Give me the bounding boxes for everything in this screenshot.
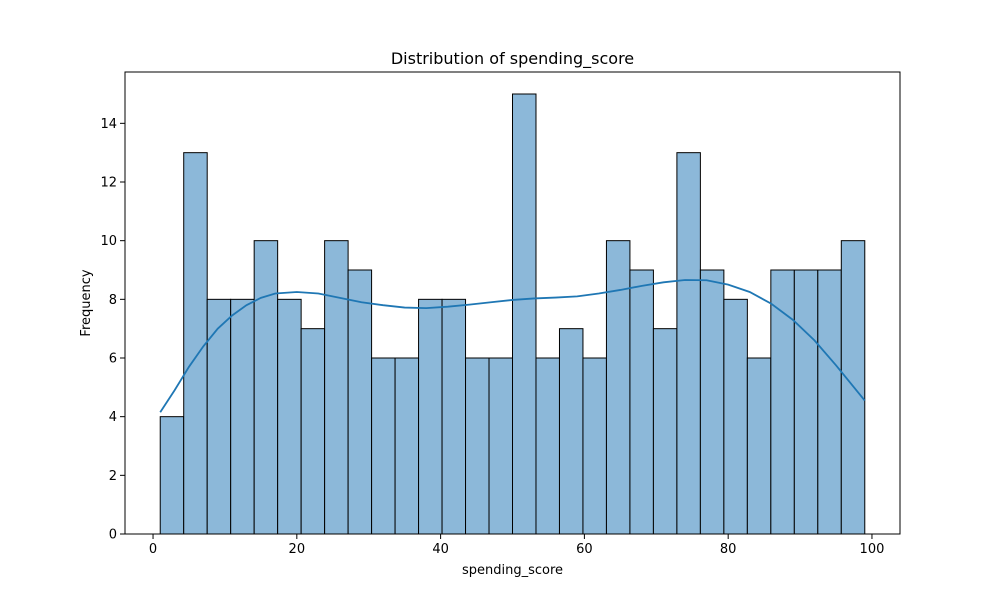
histogram-bar — [206, 298, 232, 535]
histogram-bar — [183, 152, 208, 535]
y-tick-label: 10 — [100, 234, 117, 249]
x-tick-label: 100 — [860, 542, 885, 557]
histogram-bar — [770, 269, 795, 535]
histogram-bars — [159, 93, 866, 535]
histogram-bar — [629, 269, 654, 535]
histogram-bar — [324, 240, 349, 535]
histogram-bar — [723, 298, 748, 535]
histogram-bar — [465, 357, 490, 535]
histogram-bar — [371, 357, 396, 535]
histogram-bar — [441, 298, 467, 535]
histogram-bar — [512, 93, 537, 535]
y-tick-label: 12 — [100, 176, 117, 191]
y-axis-ticks: 0 2 4 6 8 10 12 14 — [100, 117, 125, 543]
histogram-bar — [699, 269, 725, 535]
histogram-bar — [652, 328, 678, 535]
x-axis-label: spending_score — [462, 563, 563, 578]
histogram-bar — [300, 328, 326, 535]
histogram-bar — [253, 240, 279, 535]
histogram-bar — [817, 269, 842, 535]
histogram-bar — [277, 298, 302, 535]
plot-area-frame — [124, 71, 901, 535]
histogram-bar — [394, 357, 420, 535]
histogram-bar — [159, 416, 185, 535]
histogram-bar — [488, 357, 514, 535]
histogram-bar — [418, 298, 443, 535]
histogram-bar — [676, 152, 701, 535]
y-tick-label: 14 — [100, 117, 117, 132]
histogram-bar — [347, 269, 373, 535]
histogram-bar — [746, 357, 772, 535]
y-tick-label: 8 — [109, 293, 117, 308]
histogram-bar — [582, 357, 607, 535]
kde-curve — [159, 279, 866, 413]
y-tick-label: 6 — [109, 352, 117, 367]
y-tick-label: 2 — [109, 469, 117, 484]
x-tick-label: 40 — [432, 542, 449, 557]
x-tick-label: 0 — [149, 542, 157, 557]
y-axis-label: Frequency — [79, 269, 94, 336]
histogram-bar — [535, 357, 560, 535]
x-tick-label: 60 — [576, 542, 593, 557]
x-tick-label: 20 — [289, 542, 306, 557]
chart-title: Distribution of spending_score — [391, 49, 634, 69]
x-tick-label: 80 — [720, 542, 737, 557]
y-tick-label: 4 — [109, 410, 117, 425]
histogram-bar — [605, 240, 631, 535]
y-tick-label: 0 — [109, 528, 117, 543]
histogram-bar — [793, 269, 819, 535]
histogram-bar — [230, 298, 255, 535]
histogram-bar — [558, 328, 584, 535]
x-axis-ticks: 0 20 40 60 80 100 — [149, 534, 884, 557]
